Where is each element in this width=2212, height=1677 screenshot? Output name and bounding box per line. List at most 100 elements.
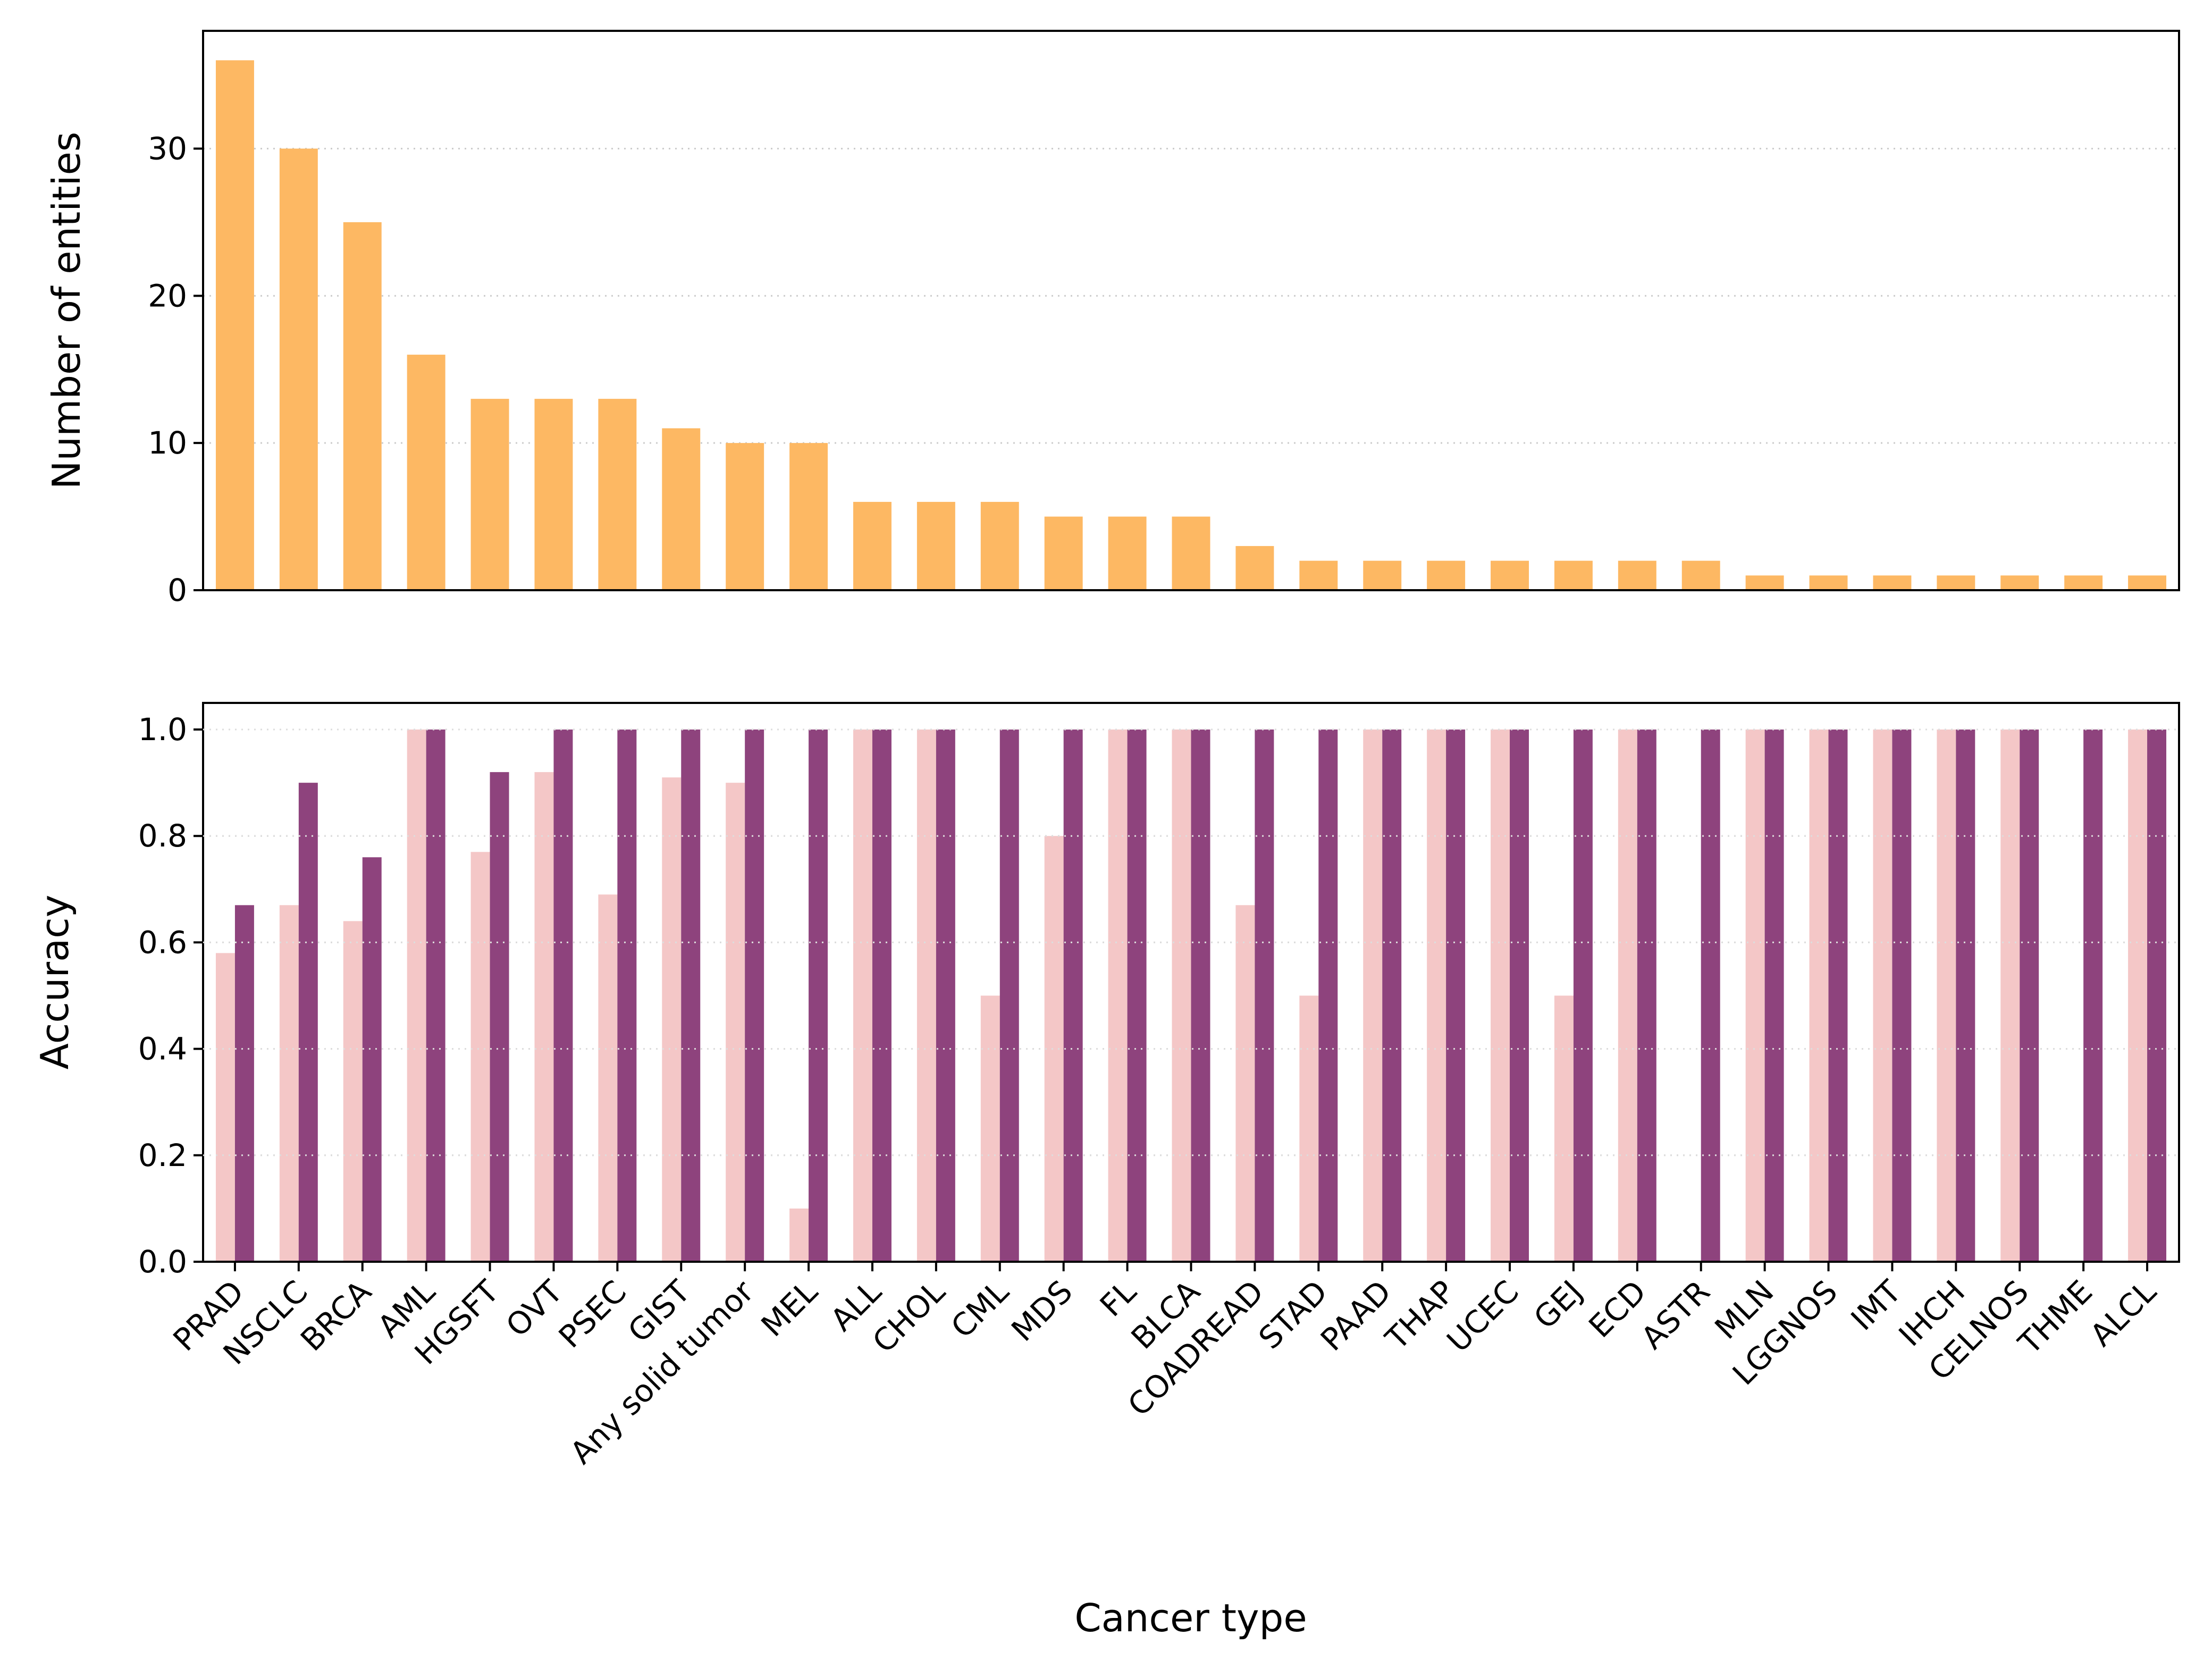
bottom-bar: [1127, 730, 1147, 1262]
top-bar: [662, 428, 701, 590]
bottom-plot-frame: [202, 702, 2180, 1263]
x-tick-label: GEJ: [1527, 1273, 1589, 1336]
bottom-bar: [1172, 730, 1191, 1262]
top-bar: [789, 443, 828, 590]
bottom-bar: [726, 783, 745, 1262]
x-tick-label: MEL: [754, 1273, 825, 1344]
bottom-bar: [1573, 730, 1593, 1262]
bottom-y-ticks: 0.0 0.2 0.4 0.6 0.8 1.0: [138, 711, 203, 1280]
top-y-tick-label: 30: [148, 130, 187, 166]
bottom-bar: [745, 730, 764, 1262]
bottom-bar: [1745, 730, 1765, 1262]
bottom-bar: [2147, 730, 2167, 1262]
bottom-bar: [2020, 730, 2039, 1262]
bottom-bar: [916, 730, 936, 1262]
bottom-bar: [1382, 730, 1402, 1262]
bottom-bar: [1427, 730, 1446, 1262]
top-bar: [1873, 575, 1912, 590]
bottom-bar: [2000, 730, 2020, 1262]
top-bar: [916, 501, 955, 590]
bottom-bar: [999, 730, 1019, 1262]
top-bar: [2000, 575, 2039, 590]
bottom-bar: [553, 730, 573, 1262]
top-y-tick-label: 0: [167, 572, 187, 608]
bottom-bar: [1255, 730, 1274, 1262]
top-bars: [215, 60, 2167, 591]
top-bar: [1491, 560, 1529, 590]
bottom-gridlines-overlay: [203, 728, 2179, 1156]
bottom-bar: [215, 953, 235, 1262]
x-tick-label: BRCA: [293, 1273, 379, 1359]
bottom-bar: [936, 730, 955, 1262]
bottom-bar: [1108, 730, 1128, 1262]
x-tick-label: PSEC: [552, 1273, 633, 1355]
top-y-tick-label: 10: [148, 425, 187, 461]
top-bar: [2128, 575, 2167, 590]
bottom-bar: [1873, 730, 1893, 1262]
bottom-y-axis-label: Accuracy: [32, 895, 77, 1070]
top-bar: [534, 399, 573, 590]
top-bar: [1618, 560, 1656, 590]
top-bar: [215, 60, 254, 591]
bottom-bar: [1809, 730, 1829, 1262]
top-bar: [1299, 560, 1338, 590]
bottom-bar: [1828, 730, 1848, 1262]
top-bar: [1235, 546, 1274, 590]
bottom-bar: [1956, 730, 1975, 1262]
bottom-bar: [470, 852, 490, 1262]
x-tick-label: FL: [1093, 1273, 1143, 1324]
bottom-bar: [426, 730, 445, 1262]
top-bar: [343, 222, 382, 590]
x-tick-label: ALCL: [2083, 1273, 2163, 1353]
bottom-y-tick-label: 0.0: [138, 1244, 187, 1280]
top-gridlines: [203, 147, 2179, 444]
top-bar: [2064, 575, 2103, 590]
top-bar: [1809, 575, 1848, 590]
bottom-bar: [1618, 730, 1637, 1262]
top-plot-frame: [202, 30, 2180, 591]
bottom-bar: [1044, 836, 1064, 1262]
bottom-bar: [617, 730, 637, 1262]
bottom-bar: [490, 772, 509, 1262]
top-bar: [1044, 516, 1083, 590]
x-tick-label: MDS: [1005, 1273, 1080, 1348]
bottom-bar: [598, 894, 618, 1262]
top-bar: [470, 399, 509, 590]
x-tick-label: STAD: [1252, 1273, 1335, 1356]
top-y-tick-label: 20: [148, 278, 187, 314]
bottom-bar: [234, 905, 254, 1262]
bottom-bar: [298, 783, 318, 1262]
bottom-bar: [853, 730, 872, 1262]
bottom-bar: [1446, 730, 1466, 1262]
top-bar: [1745, 575, 1784, 590]
bottom-bar: [1299, 995, 1319, 1262]
bottom-bar: [1491, 730, 1510, 1262]
bottom-bar: [1637, 730, 1656, 1262]
bottom-bars: [215, 730, 2167, 1262]
bottom-y-tick-label: 0.4: [138, 1031, 187, 1067]
top-y-ticks: 0 10 20 30: [148, 130, 203, 608]
bottom-bar: [1235, 905, 1255, 1262]
bottom-y-tick-label: 0.6: [138, 924, 187, 960]
bottom-bar: [1063, 730, 1083, 1262]
x-tick-label: ASTR: [1634, 1273, 1717, 1356]
bottom-bar: [662, 777, 682, 1262]
x-tick-label: UCEC: [1440, 1273, 1526, 1359]
bottom-y-tick-label: 0.8: [138, 818, 187, 854]
top-bar: [1681, 560, 1720, 590]
top-y-axis-label: Number of entities: [44, 132, 89, 490]
top-bar: [1108, 516, 1147, 590]
bottom-y-tick-label: 0.2: [138, 1137, 187, 1173]
bottom-bar: [407, 730, 426, 1262]
bottom-bar: [1318, 730, 1338, 1262]
bottom-bar: [1701, 730, 1720, 1262]
x-tick-label: CML: [944, 1273, 1016, 1345]
bottom-bar: [362, 857, 382, 1262]
bottom-bar: [980, 995, 1000, 1262]
top-bar: [1363, 560, 1402, 590]
bottom-bar: [1892, 730, 1912, 1262]
bottom-bar: [872, 730, 891, 1262]
bottom-bar: [279, 905, 299, 1262]
